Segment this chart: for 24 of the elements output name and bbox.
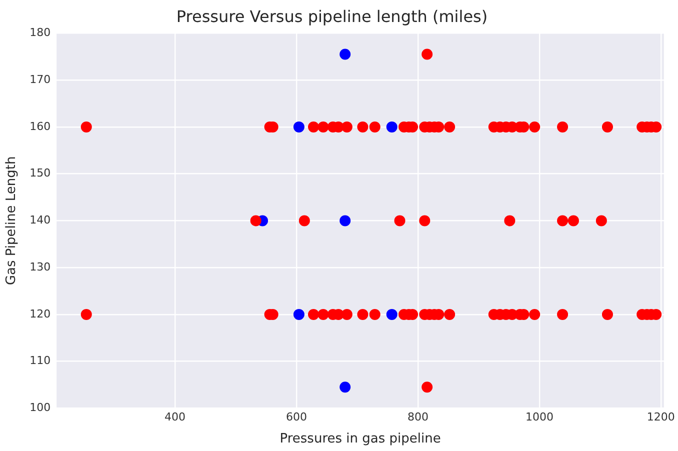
y-tick-label: 100 (30, 401, 51, 414)
point (340, 215, 351, 226)
x-tick-label: 1000 (525, 410, 554, 424)
x-axis-title: Pressures in gas pipeline (280, 432, 441, 447)
y-axis-title: Gas Pipeline Length (4, 156, 20, 286)
y-tick-label: 160 (30, 120, 51, 133)
x-tick-label: 800 (407, 410, 428, 424)
y-tick-label: 120 (30, 307, 51, 320)
point (340, 382, 351, 393)
y-tick-label: 180 (30, 26, 51, 40)
point (293, 121, 304, 132)
chart-title: Pressure Versus pipeline length (miles) (176, 6, 488, 26)
x-tick-label: 1200 (646, 410, 675, 424)
y-tick-label: 110 (30, 354, 51, 368)
point (340, 48, 351, 60)
x-tick-label: 600 (286, 410, 308, 424)
point (386, 308, 398, 320)
point (293, 308, 304, 320)
y-tick-label: 170 (30, 72, 51, 86)
point (386, 121, 398, 132)
x-tick-label: 400 (164, 410, 186, 424)
y-tick-label: 140 (30, 214, 51, 227)
y-tick-label: 130 (30, 260, 51, 274)
y-tick-label: 150 (30, 166, 51, 180)
